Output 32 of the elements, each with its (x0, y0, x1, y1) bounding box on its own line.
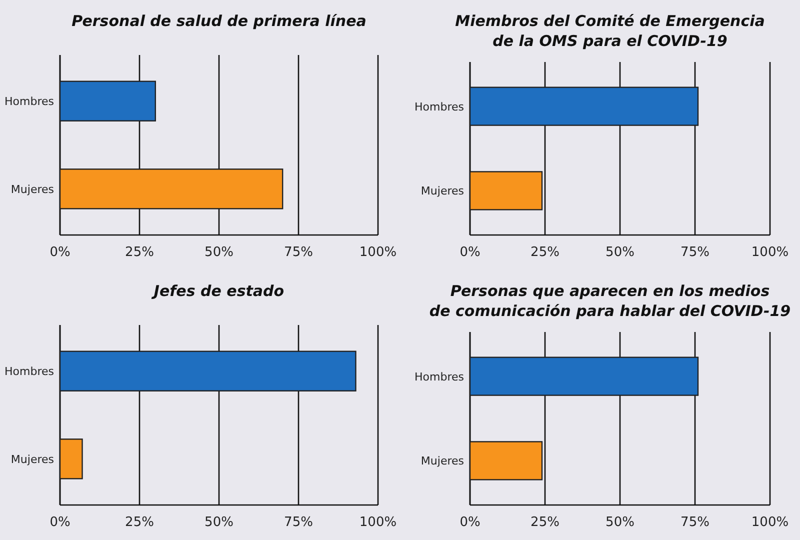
x-tick-label: 50% (606, 245, 634, 260)
y-tick-label: Mujeres (10, 182, 54, 196)
x-tick-label: 25% (530, 245, 560, 260)
x-tick-label: 25% (125, 515, 154, 530)
x-tick-label: 0% (460, 245, 480, 260)
chart-title: Jefes de estado (150, 282, 284, 300)
chart-title: Miembros del Comité de Emergencia de la OMS para el COVID-19 (455, 12, 765, 50)
y-tick-label: Hombres (4, 95, 54, 108)
x-tick-label: 0% (50, 245, 70, 260)
x-tick-label: 50% (606, 515, 634, 530)
x-tick-label: 25% (530, 515, 560, 530)
x-tick-label: 75% (284, 245, 313, 260)
y-tick-label: Hombres (4, 365, 54, 378)
x-tick-label: 0% (50, 515, 70, 530)
x-tick-label: 50% (204, 245, 234, 260)
y-tick-label: Mujeres (10, 452, 54, 466)
x-tick-label: 75% (284, 515, 313, 530)
x-tick-label: 100% (751, 245, 789, 260)
x-tick-label: 75% (680, 515, 710, 530)
y-tick-label: Mujeres (420, 184, 464, 198)
x-tick-label: 100% (359, 245, 397, 260)
x-tick-label: 100% (751, 515, 789, 530)
x-tick-label: 50% (204, 515, 234, 530)
x-tick-label: 100% (359, 515, 397, 530)
x-tick-label: 25% (125, 245, 154, 260)
y-tick-label: Mujeres (420, 454, 464, 468)
x-tick-label: 75% (680, 245, 710, 260)
y-tick-label: Hombres (414, 370, 464, 384)
chart-title: Personal de salud de primera línea (72, 12, 366, 30)
chart-title: Personas que aparecen en los medios de comunicación para hablar del COVID-19 (429, 282, 791, 320)
y-tick-label: Hombres (414, 100, 464, 114)
x-tick-label: 0% (460, 515, 480, 530)
